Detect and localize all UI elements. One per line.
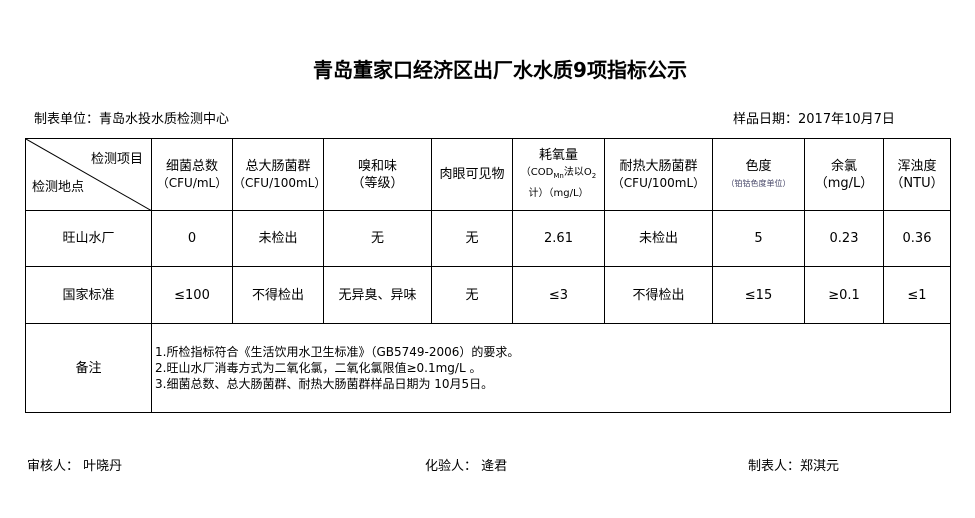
tester: 化验人： 逄君 <box>425 459 508 474</box>
cell: 无 <box>431 210 513 267</box>
cell: 5 <box>712 210 805 267</box>
note: 2.旺山水厂消毒方式为二氧化氯，二氧化氯限值≥0.1mg/L 。 <box>155 361 482 375</box>
header-cell: 细菌总数 （CFU/mL） <box>151 138 233 211</box>
notes-label: 备注 <box>25 323 152 413</box>
cell: ≤15 <box>712 266 805 324</box>
header-cell: 色度 （铂钴色度单位） <box>712 138 805 211</box>
cell: 无异臭、异味 <box>323 266 432 324</box>
row-label: 国家标准 <box>25 266 152 324</box>
corner-cell: 检测项目 检测地点 <box>25 138 152 211</box>
notes-cell: 1.所检指标符合《生活饮用水卫生标准》（GB5749-2006）的要求。 2.旺… <box>151 323 951 413</box>
header-cell: 耐热大肠菌群 （CFU/100mL） <box>604 138 713 211</box>
reviewer: 审核人： 叶晓丹 <box>27 459 123 474</box>
unit-label: 制表单位：青岛水投水质检测中心 <box>34 112 230 127</box>
header-cell: 浑浊度 （NTU） <box>883 138 951 211</box>
sample-date: 样品日期：2017年10月7日 <box>733 112 895 127</box>
cell: 不得检出 <box>232 266 324 324</box>
cell: 0.36 <box>883 210 951 267</box>
cell: 无 <box>323 210 432 267</box>
cell: ≤3 <box>512 266 605 324</box>
corner-bottom-label: 检测地点 <box>32 180 85 195</box>
cell: 无 <box>431 266 513 324</box>
note: 3.细菌总数、总大肠菌群、耐热大肠菌群样品日期为 10月5日。 <box>155 377 494 391</box>
cell: 0.23 <box>804 210 884 267</box>
cell: 不得检出 <box>604 266 713 324</box>
header-cell: 嗅和味 （等级） <box>323 138 432 211</box>
row-label: 旺山水厂 <box>25 210 152 267</box>
note: 1.所检指标符合《生活饮用水卫生标准》（GB5749-2006）的要求。 <box>155 345 520 359</box>
cell: ≥0.1 <box>804 266 884 324</box>
table-row: 旺山水厂 0 未检出 无 无 2.61 未检出 5 0.23 0.36 <box>25 210 951 267</box>
header-cell: 耗氧量 （CODMn法以O2 计）（mg/L） <box>512 138 605 211</box>
cell: 未检出 <box>604 210 713 267</box>
corner-top-label: 检测项目 <box>90 152 143 167</box>
header-cell: 总大肠菌群 （CFU/100mL） <box>232 138 324 211</box>
header-row: 检测项目 检测地点 细菌总数 （CFU/mL） 总大肠菌群 （CFU/100mL） … <box>25 138 951 211</box>
cell: 2.61 <box>512 210 605 267</box>
table-row: 国家标准 ≤100 不得检出 无异臭、异味 无 ≤3 不得检出 ≤15 ≥0.1… <box>25 266 951 324</box>
cell: 0 <box>151 210 233 267</box>
cell: ≤1 <box>883 266 951 324</box>
water-quality-table: 检测项目 检测地点 细菌总数 （CFU/mL） 总大肠菌群 （CFU/100mL） … <box>25 138 951 413</box>
diagonal-line <box>26 139 151 210</box>
cell: 未检出 <box>232 210 324 267</box>
header-cell: 余氯 （mg/L） <box>804 138 884 211</box>
page-title: 青岛董家口经济区出厂水水质9项指标公示 <box>313 58 687 82</box>
cell: ≤100 <box>151 266 233 324</box>
header-cell: 肉眼可见物 <box>431 138 513 211</box>
maker: 制表人：郑淇元 <box>748 459 840 474</box>
notes-row: 备注 1.所检指标符合《生活饮用水卫生标准》（GB5749-2006）的要求。 … <box>25 323 951 413</box>
